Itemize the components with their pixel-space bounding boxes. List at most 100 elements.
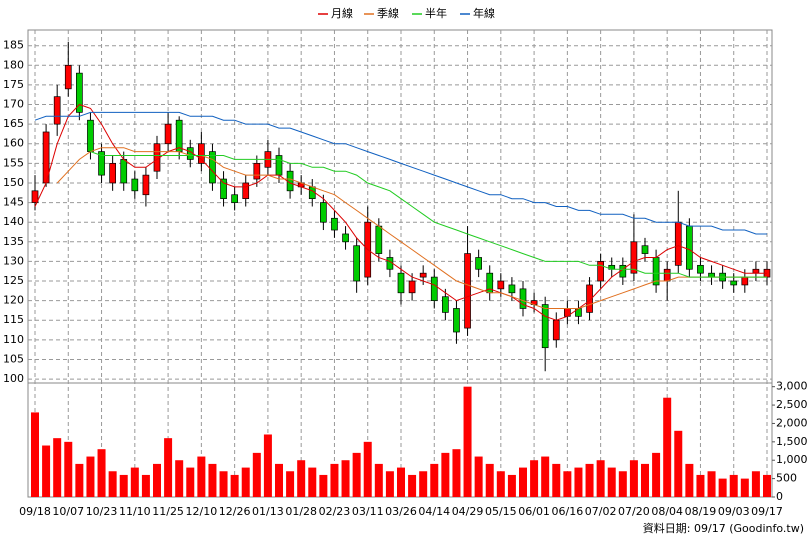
volume-bar	[86, 456, 95, 497]
candle-body	[320, 202, 327, 223]
volume-bar	[374, 463, 383, 497]
ma-line	[34, 103, 767, 321]
legend-label: 月線	[331, 6, 353, 20]
volume-bar	[696, 474, 705, 497]
volume-bar	[729, 474, 738, 497]
volume-bar	[286, 471, 295, 497]
candle-body	[253, 163, 261, 180]
candle-body	[741, 276, 749, 286]
candle-body	[497, 280, 505, 290]
footer: 資料日期: 09/17 (Goodinfo.tw)	[643, 521, 804, 535]
y2-tick-label: 1,500	[776, 435, 808, 448]
candle-body	[430, 276, 438, 301]
y-tick-label: 180	[3, 58, 24, 71]
x-tick-label: 09/18	[19, 505, 51, 518]
x-tick-label: 02/23	[319, 505, 351, 518]
candle-body	[541, 304, 549, 349]
volume-bar	[408, 474, 417, 497]
volume-bar	[563, 471, 572, 497]
volume-bar	[452, 449, 461, 497]
volume-bar	[485, 463, 494, 497]
x-tick-label: 08/04	[651, 505, 683, 518]
y-tick-label: 100	[3, 372, 24, 385]
candle-body	[175, 119, 183, 152]
y-tick-label: 145	[3, 196, 24, 209]
volume-bar	[552, 463, 561, 497]
y-tick-label: 130	[3, 254, 24, 267]
candle-body	[730, 280, 738, 286]
volume-bar	[119, 474, 128, 497]
candle-body	[552, 319, 560, 341]
x-tick-label: 05/15	[485, 505, 517, 518]
y-tick-label: 155	[3, 156, 24, 169]
volume-bar	[352, 452, 361, 497]
y-tick-label: 185	[3, 39, 24, 52]
y2-tick-label: 1,000	[776, 453, 808, 466]
ma-line	[90, 151, 767, 278]
candle-body	[275, 155, 283, 176]
volume-bar	[208, 463, 217, 497]
volume-bar	[685, 463, 694, 497]
candle-body	[353, 245, 360, 282]
x-tick-label: 04/14	[418, 505, 450, 518]
volume-bar	[763, 474, 771, 497]
volume-bar	[641, 463, 649, 497]
plot-frame	[27, 29, 773, 498]
volume-bar	[164, 438, 173, 497]
volume-bar	[275, 463, 283, 497]
volume-bar	[607, 467, 616, 497]
candle-body	[519, 288, 527, 309]
x-tick-label: 12/10	[186, 505, 218, 518]
y-tick-label: 160	[3, 137, 24, 150]
candle-body	[198, 143, 205, 164]
x-tick-label: 07/20	[618, 505, 650, 518]
volume-bar	[463, 386, 472, 497]
x-tick-label: 08/19	[685, 505, 717, 518]
volume-bar	[341, 460, 350, 497]
candle-body	[508, 284, 516, 294]
volume-bar	[441, 452, 450, 497]
y-tick-label: 125	[3, 274, 24, 287]
candle-body	[31, 190, 39, 203]
candle-body	[342, 233, 349, 243]
candle-body	[752, 268, 760, 274]
volume-bar	[53, 438, 62, 497]
volume-bar	[308, 467, 317, 497]
y-tick-label: 140	[3, 215, 24, 228]
candle-body	[142, 174, 150, 196]
y2-tick-label: 500	[776, 472, 797, 485]
candle-body	[663, 268, 671, 282]
volume-bar	[363, 441, 372, 497]
volume-bar	[751, 471, 760, 497]
volume-bar	[186, 467, 195, 497]
candle-body	[231, 194, 238, 203]
x-tick-label: 09/03	[718, 505, 750, 518]
volume-bar	[42, 445, 51, 497]
candle-body	[209, 151, 216, 184]
candle-body	[120, 159, 128, 184]
volume-bar	[297, 460, 306, 497]
candle-body	[686, 225, 693, 270]
volume-bar	[130, 467, 139, 497]
ma-line	[56, 147, 767, 309]
volume-bar	[707, 471, 716, 497]
volume-bar	[219, 471, 228, 497]
candle-body	[453, 308, 460, 333]
x-tick-label: 01/13	[252, 505, 284, 518]
candle-body	[242, 182, 250, 200]
legend-label: 季線	[377, 6, 399, 20]
candle-body	[76, 72, 83, 113]
volume-bar	[97, 449, 106, 497]
volume-bar	[385, 471, 394, 497]
volume-bar	[319, 474, 328, 497]
volume-bar	[740, 478, 749, 497]
candle-body	[408, 280, 416, 294]
candle-body	[641, 245, 649, 254]
volume-bar	[75, 463, 84, 497]
x-tick-label: 11/10	[119, 505, 151, 518]
candle-body	[464, 253, 471, 329]
volume-bar	[64, 441, 73, 497]
volume-bar	[175, 460, 184, 497]
volume-bar	[585, 463, 594, 497]
